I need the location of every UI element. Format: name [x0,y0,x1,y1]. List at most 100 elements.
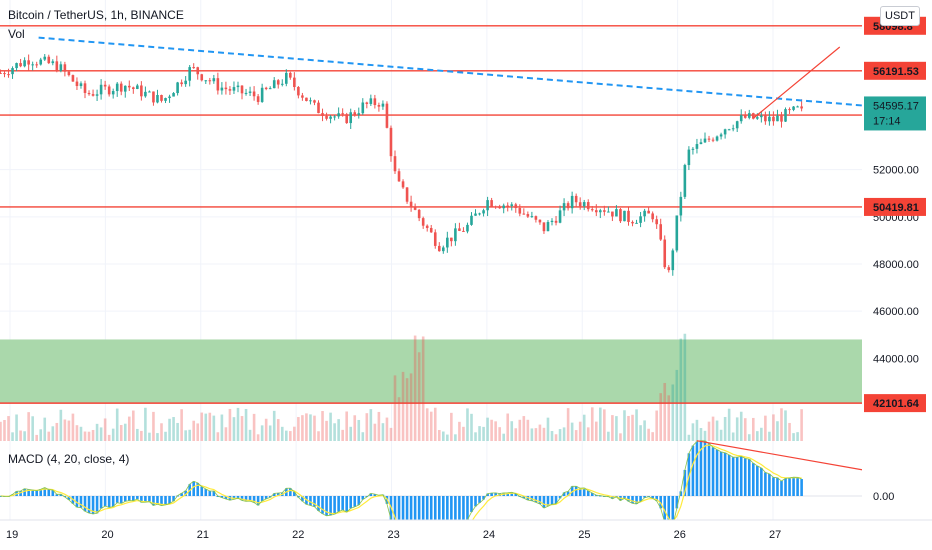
macd-bar-64 [256,496,260,506]
macd-bar-130 [522,496,526,499]
time-axis-bg [0,520,932,550]
volume-bar-11 [43,417,47,441]
macd-bar-180 [723,452,727,496]
candle-body-63 [252,91,256,97]
candle-body-69 [276,80,280,85]
volume-bar-117 [470,413,473,441]
macd-bar-73 [293,491,296,496]
candle-body-116 [466,224,469,232]
candle-body-110 [442,247,445,252]
macd-bar-183 [735,457,739,496]
macd-bar-35 [140,496,143,503]
candle-body-142 [570,195,574,209]
candle-body-62 [248,91,252,93]
macd-bar-11 [43,487,47,496]
volume-bar-188 [756,431,759,441]
macd-bar-66 [264,496,268,499]
macd-bar-15 [59,494,63,496]
macd-bar-165 [663,496,667,523]
volume-bar-152 [611,415,614,441]
macd-bar-170 [683,469,687,496]
macd-bar-186 [747,459,751,496]
volume-bar-125 [502,433,505,441]
macd-bar-116 [466,496,469,520]
candle-body-10 [39,59,43,65]
volume-bar-124 [498,427,501,441]
volume-bar-166 [667,395,671,441]
candle-body-35 [140,85,143,97]
volume-bar-6 [23,431,26,441]
volume-bar-28 [111,428,115,441]
currency-badge[interactable]: USDT [880,6,920,26]
macd-bar-69 [276,493,280,496]
macd-bar-34 [136,496,139,500]
candle-body-56 [224,87,228,90]
macd-bar-79 [317,496,320,511]
macd-bar-177 [711,447,715,496]
macd-bar-25 [99,496,103,509]
volume-bar-98 [393,375,397,441]
volume-bar-195 [784,410,787,441]
trendlines[interactable] [38,36,869,119]
macd-bar-187 [752,463,755,496]
candle-body-178 [715,136,719,141]
volume-bar-39 [156,433,159,441]
candle-body-184 [739,115,743,122]
price-axis[interactable]: 58000.0052000.0050000.0048000.0046000.00… [862,0,932,520]
candle-body-102 [409,201,413,207]
volume-bar-2 [7,416,10,441]
volume-bar-22 [87,431,91,441]
macd-bar-26 [103,496,107,507]
candle-body-180 [723,129,727,135]
macd-bar-134 [538,496,542,504]
candle-body-175 [703,138,707,143]
time-tick-label-0: 19 [6,529,18,541]
volume-bar-143 [574,430,578,441]
volume-bar-179 [719,429,723,441]
volume-bar-142 [570,422,574,441]
candle-body-194 [780,115,783,122]
candle-body-53 [212,78,216,82]
macd-bar-145 [582,487,586,496]
candle-body-41 [164,98,167,101]
volume-bar-12 [47,431,51,441]
candle-body-7 [27,60,30,65]
candle-body-188 [756,117,759,119]
candle-body-164 [659,224,663,240]
candle-body-199 [800,106,803,109]
candle-body-30 [119,83,123,92]
macd-bar-67 [268,496,272,498]
macd-bar-42 [168,496,171,504]
volume-bar-50 [200,412,204,441]
macd-bar-50 [200,486,204,496]
volume-bar-159 [639,425,642,441]
volume-bar-184 [739,411,743,441]
macd-bar-156 [627,496,630,502]
macd-bar-10 [39,489,43,496]
macd-bar-122 [490,492,493,496]
volume-bar-157 [631,414,634,441]
macd-bar-6 [23,488,26,496]
macd-bar-93 [373,494,377,496]
candle-body-186 [747,113,751,118]
candle-body-120 [482,210,485,214]
volume-bar-176 [707,421,711,441]
volume-bar-96 [385,417,389,441]
volume-bar-73 [293,426,296,441]
volume-bar-32 [127,416,131,441]
candle-body-86 [345,114,348,124]
volume-bar-101 [405,378,409,441]
volume-bar-197 [792,433,795,441]
macd-bar-33 [132,496,135,501]
volume-bar-126 [506,413,510,441]
time-axis[interactable]: 19 20 21 22 23 24 25 26 27 [0,519,932,550]
macd-bar-172 [691,445,695,496]
volume-bar-140 [562,427,566,441]
macd-bar-148 [594,495,598,497]
macd-bar-87 [349,496,353,509]
macd-bar-155 [623,496,626,499]
candle-body-112 [450,237,453,242]
candle-body-171 [687,149,691,166]
volume-bar-79 [317,431,320,441]
